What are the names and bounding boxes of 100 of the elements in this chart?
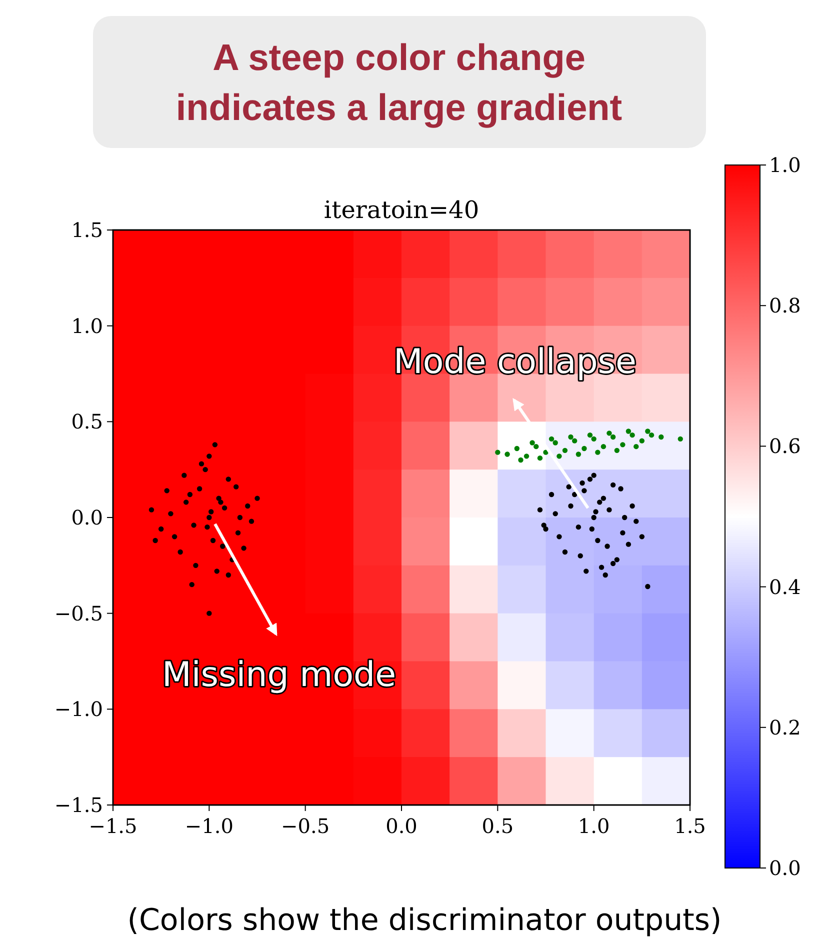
point (254, 496, 260, 501)
point (191, 522, 196, 528)
point (233, 484, 239, 490)
x-tick-label: 0.0 (386, 814, 418, 838)
point (556, 454, 562, 459)
point (172, 534, 178, 540)
color-bar-label: 0.0 (769, 856, 801, 880)
point (591, 472, 596, 478)
y-tick-label: 0.0 (71, 506, 103, 530)
point (566, 484, 572, 490)
point (614, 448, 620, 454)
annotation: Mode collapse (394, 342, 636, 382)
point (648, 432, 654, 438)
point (584, 568, 589, 574)
point (543, 450, 548, 455)
point (541, 522, 546, 528)
point (504, 452, 510, 457)
point (645, 584, 650, 590)
point (582, 446, 587, 452)
point (572, 438, 578, 444)
point (164, 488, 170, 494)
point (593, 509, 598, 514)
y-tick-label: −1.0 (54, 697, 103, 722)
point (610, 560, 616, 566)
text: (Colors show the discriminator outputs) (127, 903, 722, 938)
point (600, 496, 606, 501)
point (214, 568, 220, 574)
point (534, 444, 539, 450)
color-bar-label: 0.8 (769, 294, 801, 318)
point (552, 440, 558, 446)
point (622, 514, 628, 520)
color-bar-label: 0.2 (769, 715, 801, 740)
y-tick-label: −1.5 (54, 793, 103, 817)
point (178, 549, 183, 555)
point (158, 526, 164, 532)
point (183, 500, 189, 505)
point (556, 534, 562, 540)
y-tick-label: 1.5 (71, 218, 103, 242)
point (548, 492, 554, 498)
point (210, 538, 216, 544)
point (610, 482, 616, 488)
point (597, 500, 602, 505)
point (645, 428, 650, 434)
point (620, 442, 626, 448)
point (630, 503, 635, 509)
point (530, 440, 535, 446)
point (189, 582, 194, 588)
point (626, 428, 632, 434)
point (204, 524, 210, 530)
point (587, 432, 593, 438)
point (220, 544, 226, 549)
point (626, 542, 632, 547)
point (212, 442, 218, 448)
point (576, 452, 582, 457)
point (610, 434, 616, 440)
point (568, 434, 574, 440)
y-tick-label: 0.5 (71, 410, 103, 434)
point (562, 549, 568, 555)
point (604, 544, 610, 549)
point (206, 610, 212, 616)
point (196, 486, 202, 492)
point (639, 438, 645, 444)
point (639, 534, 645, 540)
point (198, 461, 204, 466)
point (582, 488, 587, 494)
x-tick-label: −1.0 (184, 814, 234, 838)
x-tick-label: 1.5 (674, 814, 706, 838)
point (241, 546, 246, 551)
point (562, 448, 568, 454)
point (634, 518, 639, 524)
point (614, 557, 620, 562)
point (606, 430, 612, 436)
point (226, 572, 231, 578)
point (202, 466, 208, 472)
point (148, 507, 154, 512)
color-bar-label: 0.4 (769, 574, 801, 599)
point (595, 538, 600, 544)
point (206, 454, 212, 459)
point (591, 436, 596, 442)
chart-title: A steep color change indicates a large gradient (176, 37, 622, 128)
x-tick-label: 1.0 (578, 814, 610, 838)
point (182, 472, 187, 478)
point (226, 476, 231, 482)
point (578, 553, 583, 558)
point (187, 492, 193, 498)
point (598, 564, 604, 570)
point (620, 530, 626, 536)
point (658, 434, 664, 440)
point (206, 514, 212, 520)
point (537, 507, 543, 512)
annotation: Missing mode (162, 655, 396, 695)
point (678, 436, 683, 442)
point (589, 526, 595, 532)
x-tick-label: −1.5 (88, 814, 138, 838)
point (587, 476, 593, 482)
x-tick-label: 0.5 (482, 814, 514, 838)
point (591, 514, 596, 520)
point (218, 500, 224, 505)
point (248, 518, 254, 524)
point (552, 511, 558, 516)
